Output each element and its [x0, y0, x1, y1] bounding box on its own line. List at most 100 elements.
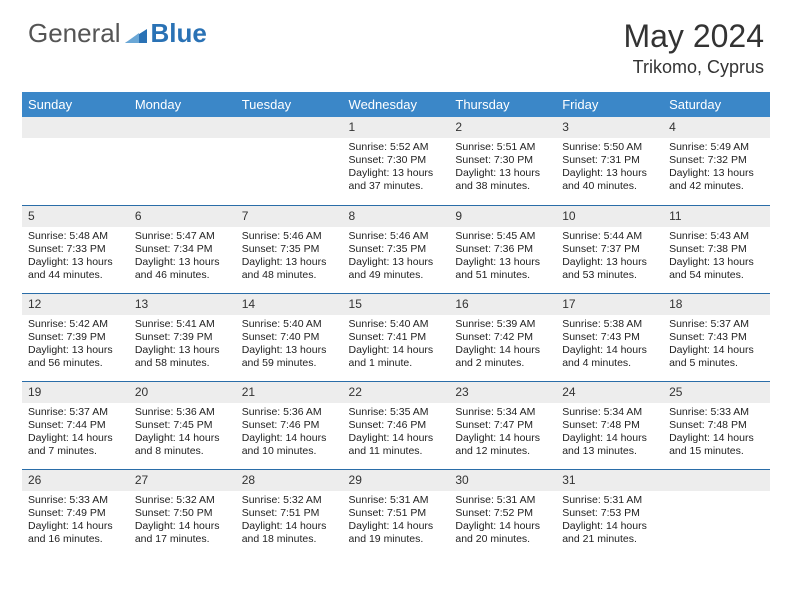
day-content: Sunrise: 5:37 AMSunset: 7:43 PMDaylight:… [663, 315, 770, 375]
day-number: 12 [22, 294, 129, 315]
day-content: Sunrise: 5:31 AMSunset: 7:53 PMDaylight:… [556, 491, 663, 551]
day-number: 17 [556, 294, 663, 315]
calendar-week-row: 26Sunrise: 5:33 AMSunset: 7:49 PMDayligh… [22, 469, 770, 557]
day-content: Sunrise: 5:39 AMSunset: 7:42 PMDaylight:… [449, 315, 556, 375]
day-content: Sunrise: 5:48 AMSunset: 7:33 PMDaylight:… [22, 227, 129, 287]
calendar-cell: 1Sunrise: 5:52 AMSunset: 7:30 PMDaylight… [343, 117, 450, 205]
calendar-cell: 25Sunrise: 5:33 AMSunset: 7:48 PMDayligh… [663, 381, 770, 469]
day-content: Sunrise: 5:35 AMSunset: 7:46 PMDaylight:… [343, 403, 450, 463]
day-content: Sunrise: 5:42 AMSunset: 7:39 PMDaylight:… [22, 315, 129, 375]
day-number: 5 [22, 206, 129, 227]
day-content: Sunrise: 5:43 AMSunset: 7:38 PMDaylight:… [663, 227, 770, 287]
calendar-cell [129, 117, 236, 205]
calendar-cell: 23Sunrise: 5:34 AMSunset: 7:47 PMDayligh… [449, 381, 556, 469]
calendar-cell: 30Sunrise: 5:31 AMSunset: 7:52 PMDayligh… [449, 469, 556, 557]
day-content: Sunrise: 5:49 AMSunset: 7:32 PMDaylight:… [663, 138, 770, 198]
logo: General Blue [28, 18, 207, 49]
day-number [663, 470, 770, 491]
day-content: Sunrise: 5:31 AMSunset: 7:52 PMDaylight:… [449, 491, 556, 551]
day-content: Sunrise: 5:44 AMSunset: 7:37 PMDaylight:… [556, 227, 663, 287]
day-content: Sunrise: 5:40 AMSunset: 7:41 PMDaylight:… [343, 315, 450, 375]
calendar-week-row: 12Sunrise: 5:42 AMSunset: 7:39 PMDayligh… [22, 293, 770, 381]
calendar-cell: 16Sunrise: 5:39 AMSunset: 7:42 PMDayligh… [449, 293, 556, 381]
calendar-cell [236, 117, 343, 205]
calendar-week-row: 5Sunrise: 5:48 AMSunset: 7:33 PMDaylight… [22, 205, 770, 293]
day-content: Sunrise: 5:36 AMSunset: 7:45 PMDaylight:… [129, 403, 236, 463]
day-number: 25 [663, 382, 770, 403]
calendar-cell: 19Sunrise: 5:37 AMSunset: 7:44 PMDayligh… [22, 381, 129, 469]
day-content: Sunrise: 5:32 AMSunset: 7:51 PMDaylight:… [236, 491, 343, 551]
calendar-cell: 2Sunrise: 5:51 AMSunset: 7:30 PMDaylight… [449, 117, 556, 205]
day-content: Sunrise: 5:36 AMSunset: 7:46 PMDaylight:… [236, 403, 343, 463]
day-content: Sunrise: 5:33 AMSunset: 7:48 PMDaylight:… [663, 403, 770, 463]
day-content: Sunrise: 5:46 AMSunset: 7:35 PMDaylight:… [343, 227, 450, 287]
day-number: 10 [556, 206, 663, 227]
day-header: Sunday [22, 92, 129, 117]
day-number: 3 [556, 117, 663, 138]
logo-text-blue: Blue [151, 18, 207, 49]
day-content: Sunrise: 5:51 AMSunset: 7:30 PMDaylight:… [449, 138, 556, 198]
day-content: Sunrise: 5:52 AMSunset: 7:30 PMDaylight:… [343, 138, 450, 198]
day-content: Sunrise: 5:31 AMSunset: 7:51 PMDaylight:… [343, 491, 450, 551]
calendar-cell: 8Sunrise: 5:46 AMSunset: 7:35 PMDaylight… [343, 205, 450, 293]
calendar-cell: 11Sunrise: 5:43 AMSunset: 7:38 PMDayligh… [663, 205, 770, 293]
month-title: May 2024 [623, 18, 764, 55]
day-number: 16 [449, 294, 556, 315]
calendar-cell: 28Sunrise: 5:32 AMSunset: 7:51 PMDayligh… [236, 469, 343, 557]
calendar-cell: 27Sunrise: 5:32 AMSunset: 7:50 PMDayligh… [129, 469, 236, 557]
calendar-cell: 22Sunrise: 5:35 AMSunset: 7:46 PMDayligh… [343, 381, 450, 469]
day-header: Saturday [663, 92, 770, 117]
day-number: 8 [343, 206, 450, 227]
day-number [22, 117, 129, 138]
calendar-cell: 31Sunrise: 5:31 AMSunset: 7:53 PMDayligh… [556, 469, 663, 557]
day-header: Wednesday [343, 92, 450, 117]
day-number: 26 [22, 470, 129, 491]
day-number: 31 [556, 470, 663, 491]
calendar-cell: 26Sunrise: 5:33 AMSunset: 7:49 PMDayligh… [22, 469, 129, 557]
day-content: Sunrise: 5:32 AMSunset: 7:50 PMDaylight:… [129, 491, 236, 551]
calendar-cell: 21Sunrise: 5:36 AMSunset: 7:46 PMDayligh… [236, 381, 343, 469]
day-number: 14 [236, 294, 343, 315]
day-content: Sunrise: 5:45 AMSunset: 7:36 PMDaylight:… [449, 227, 556, 287]
day-content: Sunrise: 5:50 AMSunset: 7:31 PMDaylight:… [556, 138, 663, 198]
calendar-cell: 13Sunrise: 5:41 AMSunset: 7:39 PMDayligh… [129, 293, 236, 381]
day-number [236, 117, 343, 138]
calendar-cell: 9Sunrise: 5:45 AMSunset: 7:36 PMDaylight… [449, 205, 556, 293]
day-number: 13 [129, 294, 236, 315]
day-number: 28 [236, 470, 343, 491]
day-content: Sunrise: 5:37 AMSunset: 7:44 PMDaylight:… [22, 403, 129, 463]
calendar-cell: 12Sunrise: 5:42 AMSunset: 7:39 PMDayligh… [22, 293, 129, 381]
day-number: 30 [449, 470, 556, 491]
day-number: 20 [129, 382, 236, 403]
day-number: 23 [449, 382, 556, 403]
day-header: Monday [129, 92, 236, 117]
calendar-cell [663, 469, 770, 557]
day-header: Friday [556, 92, 663, 117]
calendar-cell: 4Sunrise: 5:49 AMSunset: 7:32 PMDaylight… [663, 117, 770, 205]
day-content: Sunrise: 5:41 AMSunset: 7:39 PMDaylight:… [129, 315, 236, 375]
day-content: Sunrise: 5:34 AMSunset: 7:47 PMDaylight:… [449, 403, 556, 463]
calendar-cell: 20Sunrise: 5:36 AMSunset: 7:45 PMDayligh… [129, 381, 236, 469]
day-header-row: Sunday Monday Tuesday Wednesday Thursday… [22, 92, 770, 117]
calendar-cell: 24Sunrise: 5:34 AMSunset: 7:48 PMDayligh… [556, 381, 663, 469]
calendar-cell: 15Sunrise: 5:40 AMSunset: 7:41 PMDayligh… [343, 293, 450, 381]
calendar-cell: 14Sunrise: 5:40 AMSunset: 7:40 PMDayligh… [236, 293, 343, 381]
day-content: Sunrise: 5:34 AMSunset: 7:48 PMDaylight:… [556, 403, 663, 463]
day-number: 27 [129, 470, 236, 491]
day-content: Sunrise: 5:47 AMSunset: 7:34 PMDaylight:… [129, 227, 236, 287]
day-content: Sunrise: 5:38 AMSunset: 7:43 PMDaylight:… [556, 315, 663, 375]
calendar-week-row: 19Sunrise: 5:37 AMSunset: 7:44 PMDayligh… [22, 381, 770, 469]
calendar-cell: 6Sunrise: 5:47 AMSunset: 7:34 PMDaylight… [129, 205, 236, 293]
day-number: 9 [449, 206, 556, 227]
day-number: 4 [663, 117, 770, 138]
calendar-cell: 5Sunrise: 5:48 AMSunset: 7:33 PMDaylight… [22, 205, 129, 293]
title-block: May 2024 Trikomo, Cyprus [623, 18, 764, 78]
day-number: 2 [449, 117, 556, 138]
day-number: 18 [663, 294, 770, 315]
day-number: 6 [129, 206, 236, 227]
day-number: 22 [343, 382, 450, 403]
calendar-cell: 3Sunrise: 5:50 AMSunset: 7:31 PMDaylight… [556, 117, 663, 205]
calendar-body: 1Sunrise: 5:52 AMSunset: 7:30 PMDaylight… [22, 117, 770, 557]
day-number: 21 [236, 382, 343, 403]
calendar-week-row: 1Sunrise: 5:52 AMSunset: 7:30 PMDaylight… [22, 117, 770, 205]
